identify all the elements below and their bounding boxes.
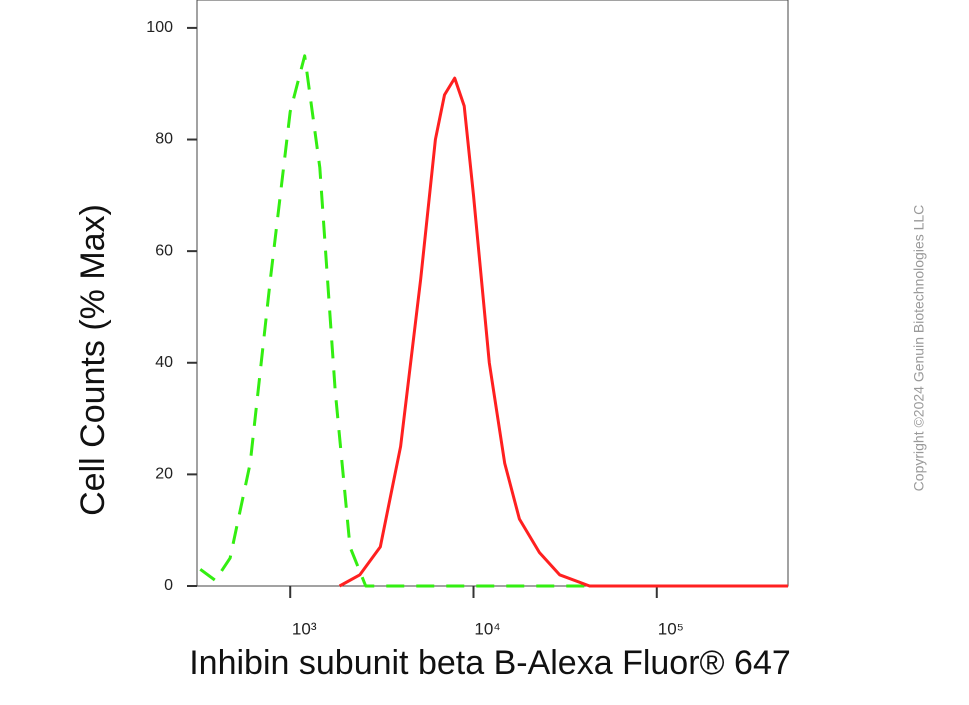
y-tick-label: 0 (164, 577, 173, 594)
y-tick-label: 40 (155, 354, 173, 371)
y-tick-label: 60 (155, 242, 173, 259)
y-tick-label: 80 (155, 131, 173, 148)
x-tick-label: 10⁵ (658, 619, 684, 638)
copyright: Copyright ©2024 Genuin Biotechnologies L… (911, 205, 927, 492)
x-tick-label: 10⁴ (474, 619, 500, 638)
plot-frame (196, 0, 789, 587)
y-tick-label: 20 (155, 466, 173, 483)
histogram-line (338, 76, 788, 588)
histogram-line (199, 54, 788, 588)
y-axis-label: Cell Counts (% Max) (74, 204, 112, 516)
x-tick-label: 10³ (292, 619, 317, 638)
y-tick-label: 100 (146, 19, 173, 36)
x-axis-label: Inhibin subunit beta B-Alexa Fluor® 647 (189, 644, 791, 682)
